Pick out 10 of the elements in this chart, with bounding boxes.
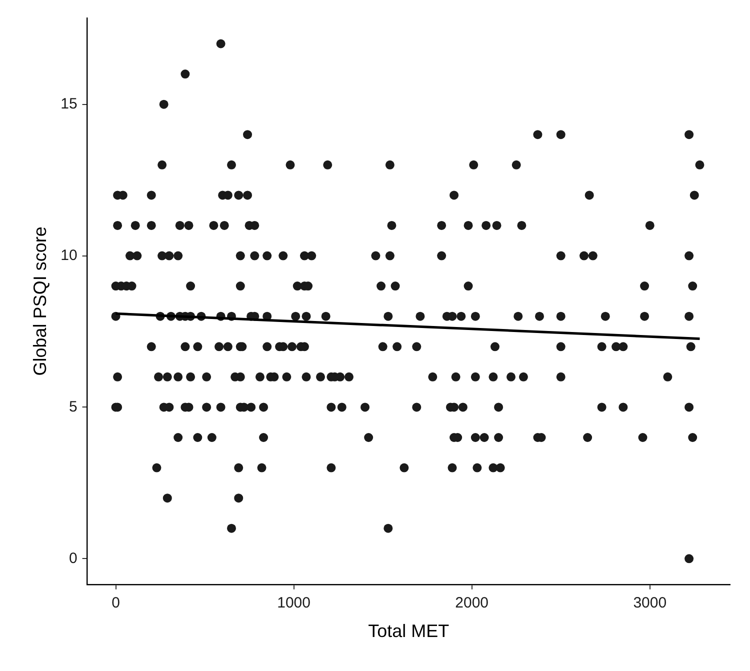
x-tick-label: 0 <box>112 594 120 612</box>
y-tick-label: 15 <box>60 95 78 112</box>
y-tick-label: 5 <box>68 398 78 416</box>
y-axis-title: Global PSQI score <box>30 226 50 376</box>
y-tick-label: 10 <box>60 246 78 264</box>
x-tick-label: 1000 <box>277 594 310 612</box>
x-axis-title: Total MET <box>368 621 450 642</box>
x-tick-label: 2000 <box>455 594 489 612</box>
x-tick-label: 3000 <box>633 594 667 612</box>
y-tick-label: 0 <box>68 550 78 567</box>
